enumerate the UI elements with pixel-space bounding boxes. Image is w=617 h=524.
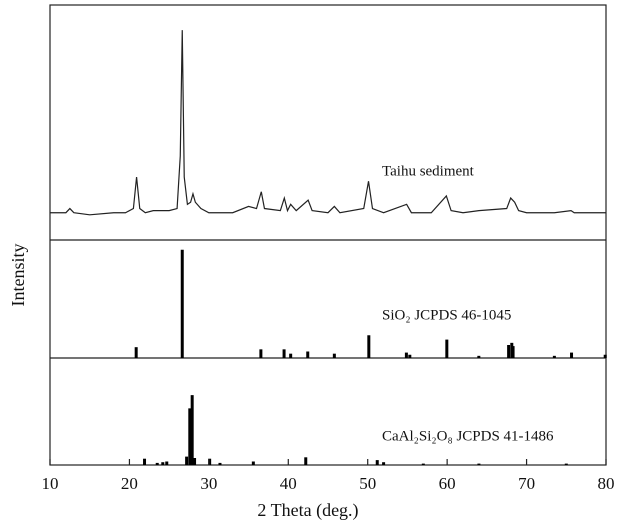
- x-tick-label: 10: [42, 474, 59, 493]
- x-tick-label: 40: [280, 474, 297, 493]
- x-tick-label: 60: [439, 474, 456, 493]
- x-axis-label: 2 Theta (deg.): [257, 500, 358, 521]
- x-tick-label: 20: [121, 474, 138, 493]
- phase-label: Taihu sediment: [382, 163, 475, 179]
- x-tick-label: 70: [518, 474, 535, 493]
- phase-label: SiO₂ JCPDS 46-1045: [382, 307, 511, 323]
- pattern-line: [50, 30, 606, 216]
- phase-label: CaAl₂Si₂O₈ JCPDS 41-1486: [382, 428, 554, 444]
- y-axis-label: Intensity: [8, 244, 28, 307]
- x-tick-label: 30: [200, 474, 217, 493]
- x-tick-label: 80: [598, 474, 615, 493]
- x-tick-label: 50: [359, 474, 376, 493]
- plot-frame: [49, 4, 607, 466]
